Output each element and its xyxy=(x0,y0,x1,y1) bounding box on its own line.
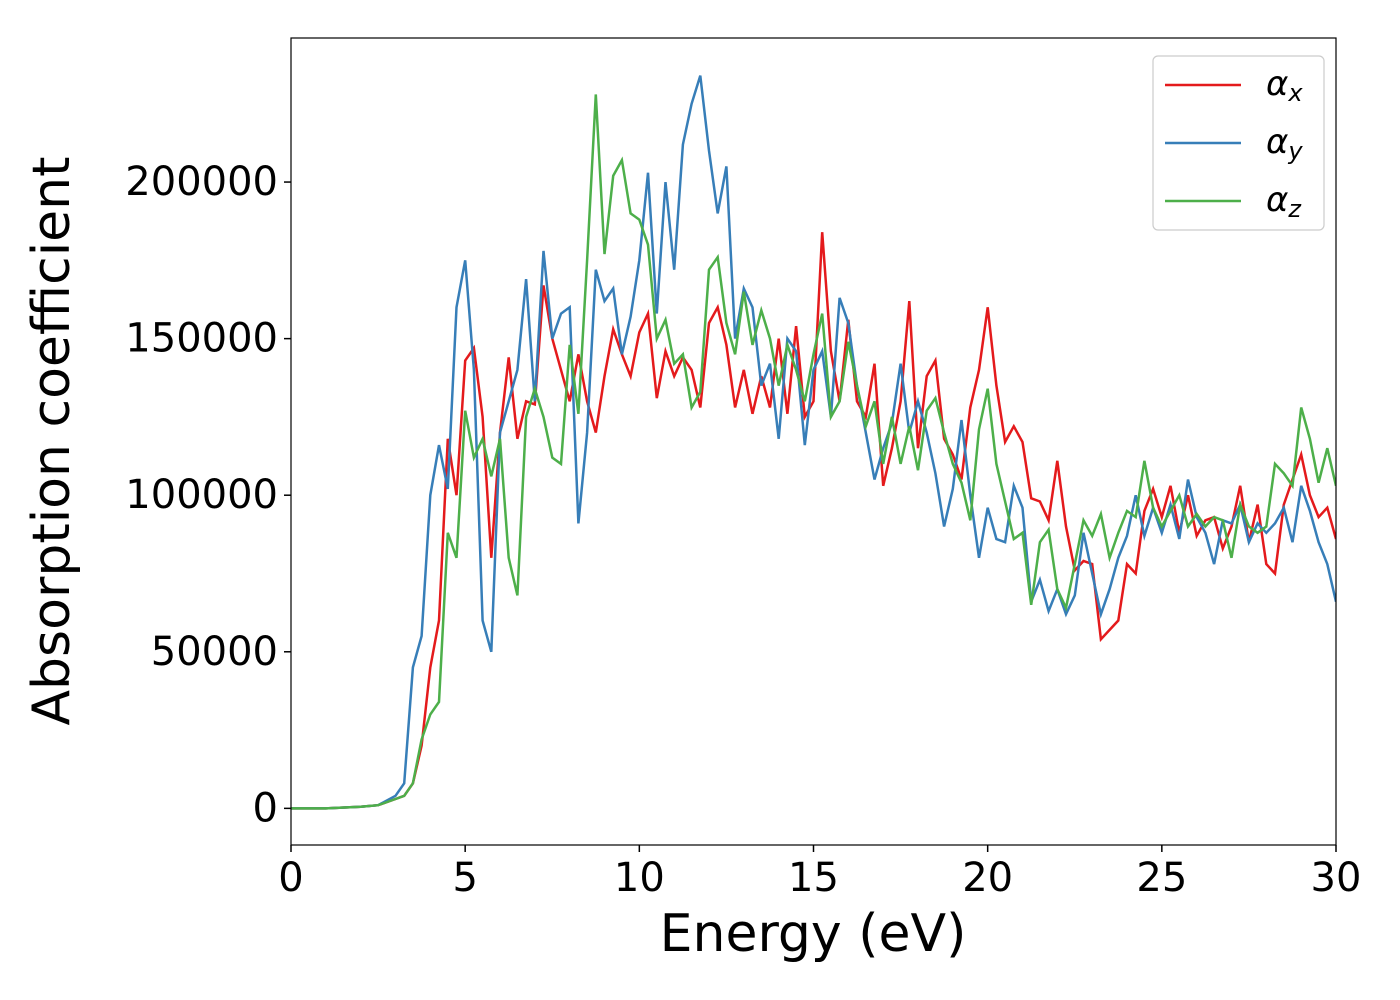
y-tick-label: 200000 xyxy=(125,159,278,205)
x-tick-label: 15 xyxy=(788,855,839,901)
x-tick-label: 25 xyxy=(1136,855,1187,901)
y-tick-label: 100000 xyxy=(125,472,278,518)
legend-label: αz xyxy=(1266,180,1302,224)
x-tick-label: 5 xyxy=(452,855,477,901)
y-tick-label: 150000 xyxy=(125,316,278,362)
y-axis-label: Absorption coefficient xyxy=(22,156,82,725)
x-tick-label: 20 xyxy=(962,855,1013,901)
series-line xyxy=(291,232,1336,810)
x-tick-label: 10 xyxy=(614,855,665,901)
legend-label: αy xyxy=(1266,122,1303,166)
series-line xyxy=(291,94,1336,810)
x-tick-label: 30 xyxy=(1311,855,1362,901)
x-tick-label: 0 xyxy=(278,855,303,901)
plot-frame xyxy=(290,37,1337,846)
x-axis-label: Energy (eV) xyxy=(660,904,967,964)
series-line xyxy=(291,75,1336,810)
y-tick-label: 50000 xyxy=(151,629,278,675)
legend-label: αx xyxy=(1266,64,1303,108)
y-tick-label: 0 xyxy=(253,785,278,831)
